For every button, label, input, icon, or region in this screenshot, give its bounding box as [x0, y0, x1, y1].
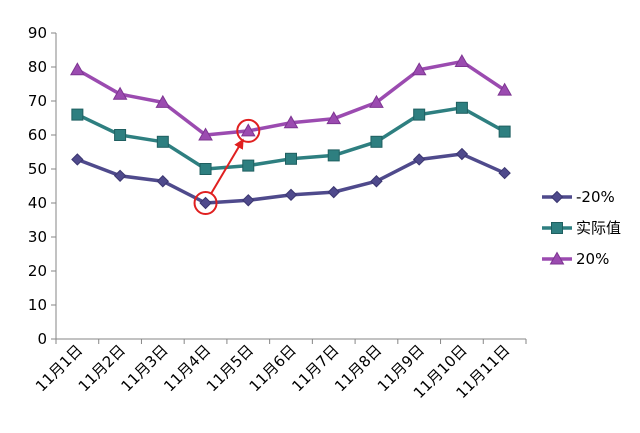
data-point	[326, 111, 342, 125]
legend: -20% 实际值 20%	[542, 188, 621, 268]
annotation-circle-end	[236, 118, 261, 143]
legend-swatch-marker	[549, 251, 565, 265]
legend-label: -20%	[576, 188, 615, 206]
y-tick-label: 30	[28, 228, 47, 246]
data-point	[70, 62, 85, 76]
data-point	[199, 196, 212, 210]
data-point	[411, 62, 427, 76]
data-point	[240, 123, 256, 137]
legend-swatch-marker	[551, 222, 563, 234]
y-tick-label: 90	[28, 24, 47, 42]
y-tick-label: 40	[28, 194, 47, 212]
data-point	[283, 115, 299, 129]
data-point	[413, 108, 426, 121]
data-point	[370, 175, 383, 188]
data-point	[155, 94, 171, 108]
data-point	[156, 135, 169, 148]
data-point	[327, 185, 340, 199]
series-0	[71, 147, 511, 210]
legend-label: 20%	[576, 250, 609, 268]
data-point	[498, 166, 511, 180]
data-point	[498, 125, 511, 138]
y-tick-label: 20	[28, 262, 47, 280]
data-point	[71, 108, 84, 121]
series-2	[70, 54, 512, 141]
data-point	[284, 188, 298, 202]
y-tick-label: 50	[28, 160, 47, 178]
legend-entry: 20%	[542, 250, 609, 268]
data-point	[112, 86, 128, 100]
data-point	[198, 127, 213, 141]
data-point	[412, 153, 426, 166]
data-point	[285, 152, 297, 165]
data-point	[455, 101, 468, 114]
data-point	[242, 194, 255, 207]
data-point	[242, 159, 255, 172]
data-point	[454, 54, 470, 68]
annotation-circle-start	[193, 191, 218, 215]
data-point	[113, 169, 127, 183]
data-point	[199, 163, 212, 175]
data-point	[497, 82, 512, 96]
y-tick-label: 0	[37, 330, 47, 348]
y-tick-label: 80	[28, 58, 47, 76]
data-point	[370, 135, 383, 148]
y-tick-label: 10	[28, 296, 47, 314]
series-layer	[70, 54, 512, 210]
legend-label: 实际值	[576, 219, 621, 237]
data-point	[156, 175, 170, 188]
legend-swatch-marker	[550, 190, 564, 204]
annotation-arrow	[210, 138, 244, 195]
data-point	[327, 149, 340, 162]
legend-entry: -20%	[542, 188, 615, 206]
series-1	[71, 101, 511, 175]
legend-entry: 实际值	[542, 219, 621, 237]
data-point	[71, 153, 84, 166]
y-tick-label: 60	[28, 126, 47, 144]
axes: 010203040506070809011月1日11月2日11月3日11月4日1…	[28, 24, 527, 402]
annotation-layer	[193, 118, 261, 215]
y-tick-label: 70	[28, 92, 47, 110]
data-point	[455, 147, 469, 161]
data-point	[114, 129, 127, 141]
data-point	[369, 94, 384, 108]
